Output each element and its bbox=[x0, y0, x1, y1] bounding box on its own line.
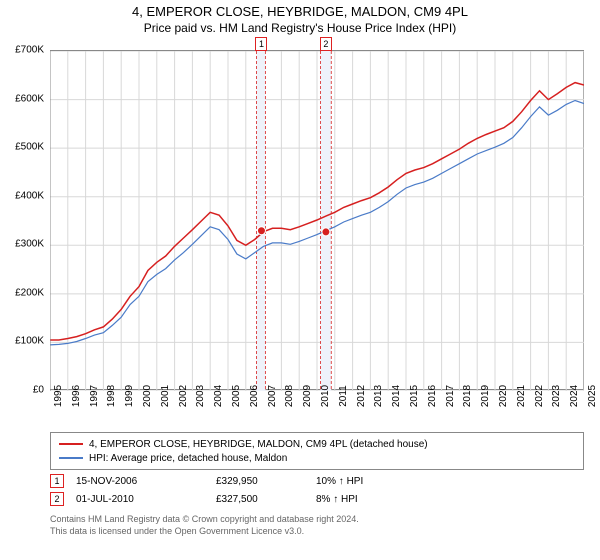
x-tick-label: 2024 bbox=[569, 385, 580, 407]
x-tick-label: 2022 bbox=[534, 385, 545, 407]
legend-text: HPI: Average price, detached house, Mald… bbox=[89, 453, 287, 464]
sales-table: 1 15-NOV-2006£329,95010% ↑ HPI 2 01-JUL-201… bbox=[50, 472, 584, 508]
chart-container: 4, EMPEROR CLOSE, HEYBRIDGE, MALDON, CM9… bbox=[0, 0, 600, 560]
sale-marker-label: 1 bbox=[255, 37, 267, 51]
x-tick-label: 2002 bbox=[178, 385, 189, 407]
chart-area: 12 bbox=[50, 50, 584, 390]
x-tick-label: 2013 bbox=[373, 385, 384, 407]
x-tick-label: 2012 bbox=[356, 385, 367, 407]
x-tick-label: 1999 bbox=[124, 385, 135, 407]
x-tick-label: 1995 bbox=[53, 385, 64, 407]
x-tick-label: 1996 bbox=[71, 385, 82, 407]
x-tick-label: 2025 bbox=[587, 385, 598, 407]
x-tick-label: 2023 bbox=[551, 385, 562, 407]
sale-row: 2 01-JUL-2010£327,5008% ↑ HPI bbox=[50, 490, 584, 508]
x-tick-label: 1997 bbox=[89, 385, 100, 407]
y-axis-labels: £0£100K£200K£300K£400K£500K£600K£700K bbox=[0, 50, 48, 390]
x-tick-label: 2000 bbox=[142, 385, 153, 407]
sale-price: £327,500 bbox=[216, 494, 316, 505]
y-tick-label: £200K bbox=[15, 287, 44, 298]
sale-pct: 8% ↑ HPI bbox=[316, 494, 416, 505]
chart-svg bbox=[50, 51, 584, 391]
y-tick-label: £0 bbox=[33, 385, 44, 396]
chart-title: 4, EMPEROR CLOSE, HEYBRIDGE, MALDON, CM9… bbox=[0, 0, 600, 19]
x-tick-label: 2021 bbox=[516, 385, 527, 407]
footer-attribution: Contains HM Land Registry data © Crown c… bbox=[50, 514, 584, 537]
legend-text: 4, EMPEROR CLOSE, HEYBRIDGE, MALDON, CM9… bbox=[89, 439, 428, 450]
x-axis-labels: 1995199619971998199920002001200220032004… bbox=[50, 394, 584, 430]
x-tick-label: 2009 bbox=[302, 385, 313, 407]
chart-subtitle: Price paid vs. HM Land Registry's House … bbox=[0, 19, 600, 35]
x-tick-label: 2003 bbox=[195, 385, 206, 407]
x-tick-label: 2004 bbox=[213, 385, 224, 407]
x-tick-label: 2001 bbox=[160, 385, 171, 407]
x-tick-label: 2016 bbox=[427, 385, 438, 407]
x-tick-label: 2014 bbox=[391, 385, 402, 407]
sale-date: 01-JUL-2010 bbox=[76, 494, 216, 505]
legend-swatch bbox=[59, 457, 83, 459]
sale-row: 1 15-NOV-2006£329,95010% ↑ HPI bbox=[50, 472, 584, 490]
y-tick-label: £600K bbox=[15, 93, 44, 104]
x-tick-label: 2008 bbox=[284, 385, 295, 407]
x-tick-label: 2019 bbox=[480, 385, 491, 407]
sale-number-badge: 2 bbox=[50, 492, 64, 506]
legend-row: 4, EMPEROR CLOSE, HEYBRIDGE, MALDON, CM9… bbox=[59, 437, 575, 451]
x-tick-label: 2020 bbox=[498, 385, 509, 407]
legend-row: HPI: Average price, detached house, Mald… bbox=[59, 451, 575, 465]
sale-pct: 10% ↑ HPI bbox=[316, 476, 416, 487]
x-tick-label: 2015 bbox=[409, 385, 420, 407]
y-tick-label: £100K bbox=[15, 336, 44, 347]
x-tick-label: 2017 bbox=[445, 385, 456, 407]
x-tick-label: 2005 bbox=[231, 385, 242, 407]
y-tick-label: £400K bbox=[15, 190, 44, 201]
x-tick-label: 2011 bbox=[338, 385, 349, 407]
legend-swatch bbox=[59, 443, 83, 445]
y-tick-label: £500K bbox=[15, 142, 44, 153]
x-tick-label: 1998 bbox=[106, 385, 117, 407]
sale-price: £329,950 bbox=[216, 476, 316, 487]
footer-line-2: This data is licensed under the Open Gov… bbox=[50, 526, 584, 538]
sale-date: 15-NOV-2006 bbox=[76, 476, 216, 487]
sale-number-badge: 1 bbox=[50, 474, 64, 488]
y-tick-label: £300K bbox=[15, 239, 44, 250]
x-tick-label: 2007 bbox=[267, 385, 278, 407]
legend: 4, EMPEROR CLOSE, HEYBRIDGE, MALDON, CM9… bbox=[50, 432, 584, 470]
x-tick-label: 2010 bbox=[320, 385, 331, 407]
sale-marker-label: 2 bbox=[320, 37, 332, 51]
x-tick-label: 2018 bbox=[462, 385, 473, 407]
footer-line-1: Contains HM Land Registry data © Crown c… bbox=[50, 514, 584, 526]
y-tick-label: £700K bbox=[15, 45, 44, 56]
x-tick-label: 2006 bbox=[249, 385, 260, 407]
